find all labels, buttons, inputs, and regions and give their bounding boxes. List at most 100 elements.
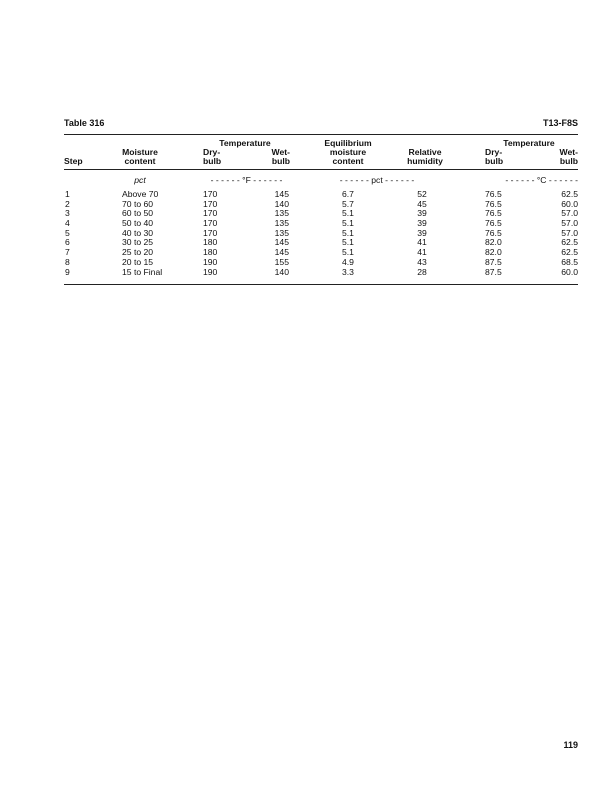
cell-emc: 6.7 — [342, 189, 354, 199]
cell-wet_f: 155 — [274, 256, 289, 267]
cell-moisture: 40 to 30 — [122, 227, 154, 238]
cell-moisture: 70 to 60 — [122, 198, 154, 209]
cell-rh: 41 — [417, 237, 427, 248]
cell-dry_f: 180 — [203, 247, 218, 258]
column-dry_f: 170 170 170 170 170 180 180 190 190 — [203, 189, 233, 277]
cell-wet_f: 140 — [274, 198, 289, 209]
cell-emc: 5.7 — [342, 198, 354, 209]
unit-pct: pct — [134, 175, 146, 185]
cell-moisture: Above 70 — [122, 189, 159, 199]
column-wet_c: 62.5 60.0 57.0 57.0 57.0 62.5 62.5 68.5 60.0 — [538, 189, 578, 277]
wet-bulb-f-header: Wet-bulb — [271, 147, 290, 166]
cell-step: 6 — [65, 237, 70, 248]
cell-wet_f: 145 — [274, 189, 289, 199]
equilibrium-header: Equilibrium moisture content — [324, 138, 372, 166]
cell-step: 4 — [65, 218, 70, 229]
cell-moisture: 30 to 25 — [122, 237, 154, 248]
cell-step: 2 — [65, 198, 70, 209]
column-moisture: Above 70 70 to 60 60 to 50 50 to 40 40 to 30… — [122, 189, 182, 277]
cell-dry_f: 170 — [203, 189, 218, 199]
cell-wet_f: 145 — [274, 237, 289, 248]
cell-dry_c: 76.5 — [485, 227, 502, 238]
cell-rh: 41 — [417, 247, 427, 258]
cell-moisture: 15 to Final — [122, 266, 163, 277]
cell-emc: 4.9 — [342, 256, 354, 267]
cell-wet_c: 68.5 — [561, 256, 578, 267]
cell-rh: 39 — [417, 218, 427, 229]
page-number: 119 — [563, 740, 578, 750]
temperature-f-group-header: Temperature — [219, 138, 271, 148]
cell-rh: 43 — [417, 256, 427, 267]
unit-pct-span: - - - - - - pct - - - - - - — [339, 175, 415, 185]
cell-moisture: 50 to 40 — [122, 218, 154, 229]
cell-emc: 5.1 — [342, 208, 354, 219]
cell-dry_c: 76.5 — [485, 198, 502, 209]
cell-dry_c: 87.5 — [485, 256, 502, 267]
top-rule — [64, 134, 578, 135]
cell-rh: 45 — [417, 198, 427, 209]
bottom-rule — [64, 284, 578, 285]
cell-step: 9 — [65, 266, 70, 277]
cell-dry_f: 180 — [203, 237, 218, 248]
wet-bulb-c-header: Wet-bulb — [559, 147, 578, 166]
dry-bulb-c-header: Dry-bulb — [485, 147, 504, 166]
cell-emc: 3.3 — [342, 266, 354, 277]
cell-dry_c: 76.5 — [485, 218, 502, 229]
cell-dry_f: 170 — [203, 208, 218, 219]
cell-moisture: 60 to 50 — [122, 208, 154, 219]
cell-emc: 5.1 — [342, 247, 354, 258]
dry-bulb-f-header: Dry-bulb — [203, 147, 222, 166]
cell-dry_f: 170 — [203, 227, 218, 238]
cell-wet_c: 57.0 — [561, 227, 578, 238]
header-rule — [64, 169, 578, 170]
cell-dry_c: 87.5 — [485, 266, 502, 277]
cell-dry_c: 76.5 — [485, 189, 502, 199]
cell-step: 7 — [65, 247, 70, 258]
cell-wet_c: 60.0 — [561, 198, 578, 209]
step-header: Step — [64, 156, 83, 166]
table-label: Table 316 — [64, 118, 105, 128]
cell-dry_f: 170 — [203, 218, 218, 229]
cell-dry_c: 76.5 — [485, 208, 502, 219]
cell-wet_c: 62.5 — [561, 237, 578, 248]
cell-dry_f: 190 — [203, 256, 218, 267]
cell-step: 5 — [65, 227, 70, 238]
cell-rh: 52 — [417, 189, 427, 199]
cell-rh: 39 — [417, 208, 427, 219]
column-wet_f: 145 140 135 135 135 145 145 155 140 — [250, 189, 289, 277]
unit-celsius: - - - - - - °C - - - - - - — [505, 175, 578, 185]
table-code: T13-F8S — [542, 118, 578, 128]
cell-moisture: 25 to 20 — [122, 247, 154, 258]
temperature-c-group-header: Temperature — [503, 138, 555, 148]
cell-wet_c: 60.0 — [561, 266, 578, 277]
cell-rh: 28 — [417, 266, 427, 277]
column-emc: 6.7 5.7 5.1 5.1 5.1 5.1 5.1 4.9 3.3 — [328, 189, 368, 277]
column-dry_c: 76.5 76.5 76.5 76.5 76.5 82.0 82.0 87.5 87.5 — [485, 189, 515, 277]
moisture-content-header: Moisture content — [122, 147, 158, 166]
cell-wet_c: 57.0 — [561, 208, 578, 219]
cell-dry_f: 190 — [203, 266, 218, 277]
column-rh: 52 45 39 39 39 41 41 43 28 — [400, 189, 444, 277]
cell-emc: 5.1 — [342, 227, 354, 238]
cell-dry_c: 82.0 — [485, 237, 502, 248]
cell-dry_c: 82.0 — [485, 247, 502, 258]
cell-wet_f: 145 — [274, 247, 289, 258]
cell-rh: 39 — [417, 227, 427, 238]
cell-emc: 5.1 — [342, 237, 354, 248]
cell-wet_c: 62.5 — [561, 247, 578, 258]
cell-wet_c: 57.0 — [561, 218, 578, 229]
cell-wet_f: 140 — [274, 266, 289, 277]
cell-dry_f: 170 — [203, 198, 218, 209]
cell-wet_f: 135 — [274, 218, 289, 229]
cell-step: 8 — [65, 256, 70, 267]
cell-wet_f: 135 — [274, 208, 289, 219]
cell-wet_c: 62.5 — [561, 189, 578, 199]
cell-wet_f: 135 — [274, 227, 289, 238]
cell-step: 3 — [65, 208, 70, 219]
unit-fahrenheit: - - - - - - °F - - - - - - — [210, 175, 283, 185]
cell-emc: 5.1 — [342, 218, 354, 229]
cell-moisture: 20 to 15 — [122, 256, 154, 267]
relative-humidity-header: Relative humidity — [407, 147, 443, 166]
